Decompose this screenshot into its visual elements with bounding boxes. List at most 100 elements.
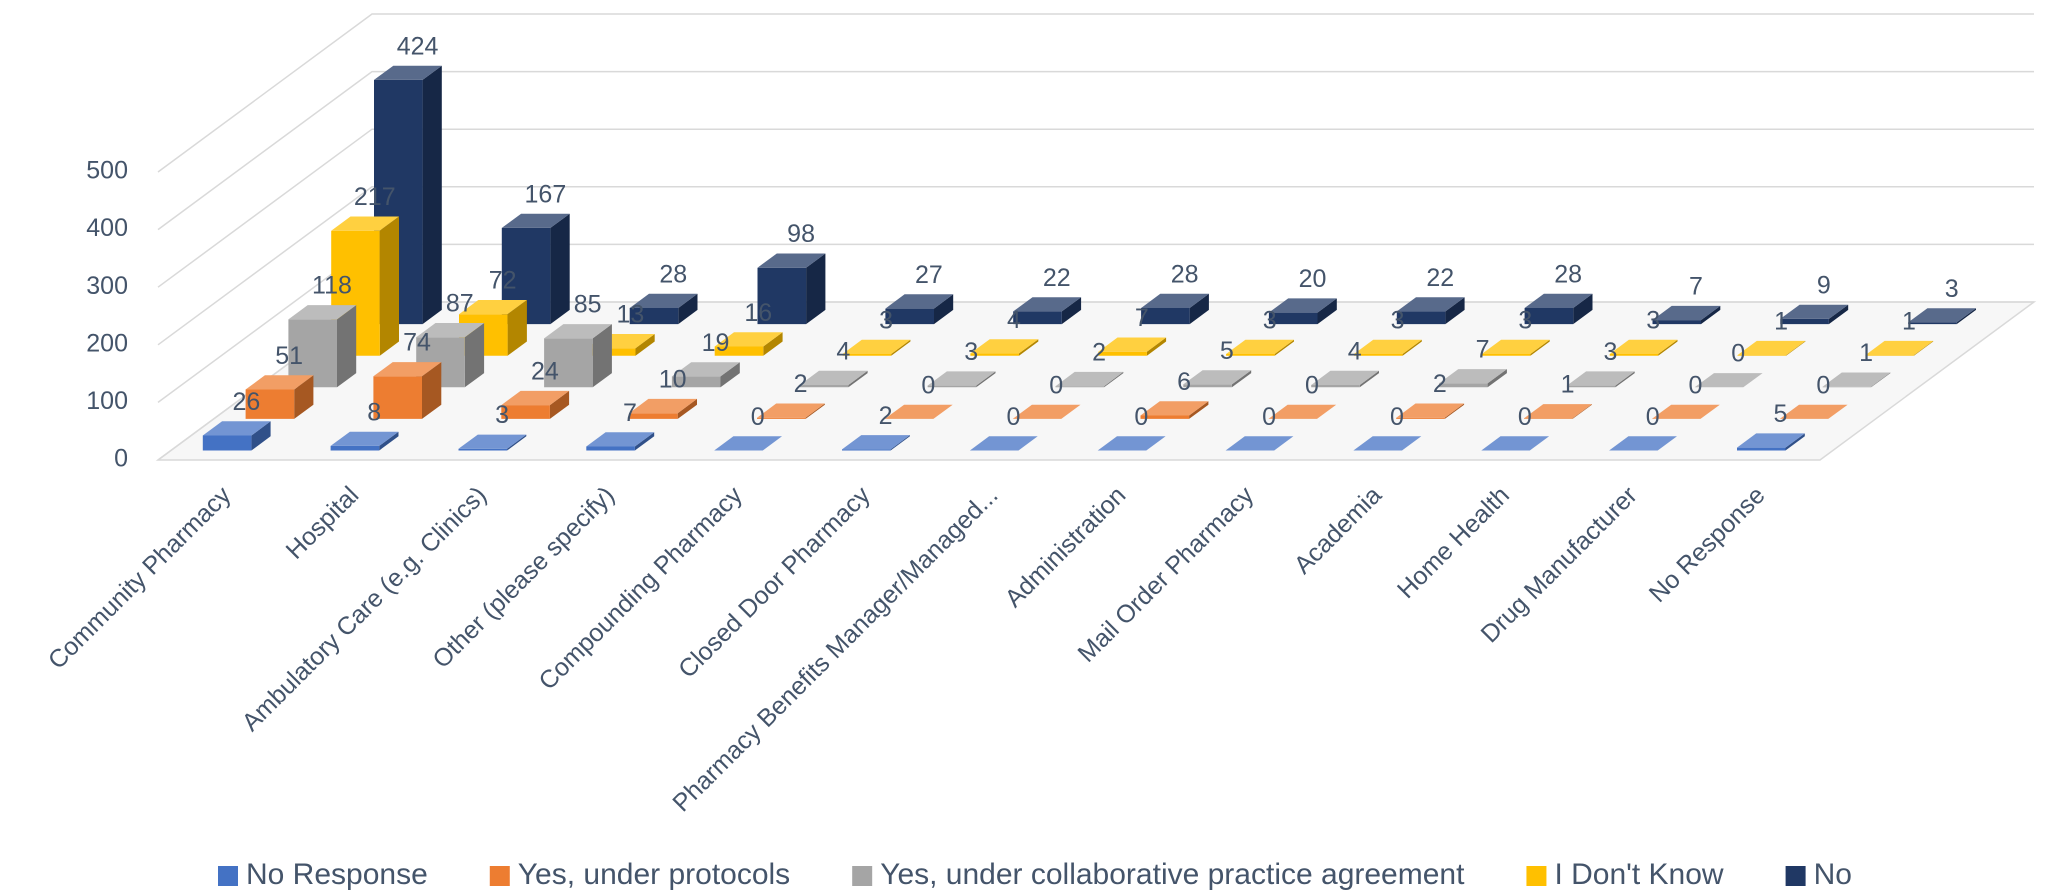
bar: [842, 339, 911, 356]
x-tick-label: Community Pharmacy: [43, 481, 237, 675]
x-tick-label: No Response: [1644, 481, 1771, 608]
bar: [458, 434, 527, 451]
bar: [969, 436, 1038, 451]
x-tick-label: Administration: [1000, 481, 1132, 613]
bar: [1780, 304, 1849, 325]
data-label: 2: [1092, 339, 1106, 367]
bar-front: [799, 385, 849, 388]
bar-front: [927, 385, 977, 388]
data-label: 24: [531, 357, 559, 385]
bar: [1737, 433, 1805, 451]
bar-front: [1737, 355, 1787, 356]
bar: [586, 432, 655, 451]
bar: [671, 362, 740, 388]
bar-top: [1651, 404, 1720, 419]
bar-top: [757, 253, 826, 268]
bar: [1097, 436, 1166, 451]
bar-top: [629, 293, 698, 308]
bar-side: [1104, 371, 1124, 388]
bar-front: [1055, 386, 1105, 388]
bar-front: [1141, 308, 1190, 325]
bar: [1268, 298, 1337, 325]
bar: [1609, 436, 1677, 451]
legend-swatch: [852, 866, 873, 886]
x-tick-label: Home Health: [1392, 481, 1515, 604]
bar-side: [1701, 305, 1721, 325]
bar-top: [1055, 371, 1124, 387]
bar-front: [1354, 354, 1403, 356]
bar-top: [1779, 404, 1848, 419]
data-label: 217: [354, 183, 396, 211]
bar-top: [1268, 298, 1337, 313]
bar: [1737, 340, 1806, 356]
data-label: 3: [1518, 306, 1532, 334]
bar-side: [677, 398, 697, 419]
data-label: 1: [1859, 339, 1873, 367]
bar-front: [1822, 386, 1872, 388]
bar-front: [671, 376, 721, 388]
data-label: 2: [794, 370, 808, 398]
bar-side: [763, 332, 783, 356]
bar-top: [842, 339, 911, 354]
bar-front: [757, 267, 807, 325]
bar-top: [671, 362, 740, 377]
bar-side: [976, 371, 996, 388]
bar-side: [1019, 339, 1039, 356]
bar-top: [1439, 369, 1507, 384]
bar-top: [1652, 305, 1721, 321]
bar: [842, 435, 910, 451]
bar-top: [544, 324, 612, 339]
bar-top: [373, 362, 442, 377]
legend-label: No: [1814, 858, 1852, 891]
bar-front: [373, 376, 422, 419]
x-tick-label: Academia: [1289, 481, 1387, 579]
bar-front: [842, 354, 892, 356]
data-label: 0: [1689, 371, 1703, 399]
legend-label: No Response: [246, 858, 428, 891]
bar-top: [1140, 401, 1209, 416]
data-label: 7: [623, 399, 637, 427]
bar: [330, 431, 399, 451]
bar-front: [1268, 312, 1318, 325]
bar-side: [1445, 297, 1465, 325]
data-label: 0: [1134, 403, 1148, 431]
bar-top: [1311, 370, 1379, 385]
legend-swatch: [218, 866, 238, 886]
bar-top: [1225, 436, 1294, 451]
bar-front: [1524, 418, 1573, 419]
bar-side: [806, 253, 826, 325]
bar-top: [1822, 372, 1891, 387]
bar: [1141, 293, 1209, 325]
data-label: 7: [1476, 336, 1490, 364]
bar-top: [1354, 339, 1422, 354]
x-tick-label: Ambulatory Care (e.g. Clinics): [237, 481, 493, 737]
data-label: 16: [744, 299, 772, 327]
bar-top: [1609, 339, 1678, 354]
data-label: 72: [489, 267, 517, 295]
bar-side: [1317, 298, 1337, 325]
bar-side: [1572, 404, 1592, 419]
bar-top: [1097, 436, 1166, 451]
bar-front: [1396, 311, 1446, 325]
bar: [1609, 339, 1678, 356]
data-label: 0: [1006, 403, 1020, 431]
bar: [1396, 297, 1465, 325]
bar-top: [459, 300, 527, 315]
bar-side: [891, 339, 911, 356]
bar: [629, 398, 697, 419]
bar-front: [1183, 384, 1232, 388]
x-tick-label: Hospital: [281, 481, 365, 565]
bar-top: [1268, 404, 1337, 419]
bar-front: [1439, 383, 1488, 388]
bar-top: [1481, 339, 1550, 354]
bar-side: [1402, 339, 1422, 356]
bar-side: [294, 375, 314, 419]
bar-front: [1311, 385, 1360, 388]
bar-top: [799, 370, 868, 385]
data-label: 118: [312, 272, 352, 300]
bar-top: [1524, 404, 1592, 419]
data-label: 7: [1689, 272, 1703, 300]
bar: [1012, 404, 1081, 419]
bar-front: [586, 446, 635, 451]
